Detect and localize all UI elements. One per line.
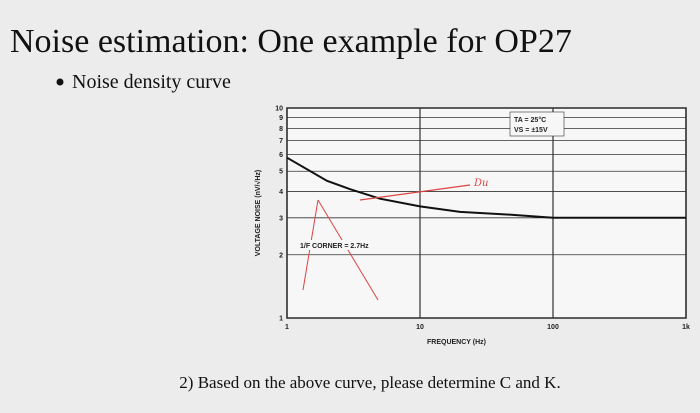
y-tick-label: 2 — [279, 252, 283, 259]
bullet-dot — [56, 78, 64, 86]
y-tick-label: 1 — [279, 316, 283, 323]
corner-label: 1/F CORNER = 2.7Hz — [300, 243, 369, 250]
y-tick-label: 5 — [279, 169, 283, 176]
hand-note: Du — [473, 178, 488, 189]
question: 2) Based on the above curve, please dete… — [179, 373, 560, 392]
y-axis-label: VOLTAGE NOISE (nV/√Hz) — [254, 170, 262, 256]
x-tick-label: 1k — [682, 324, 690, 331]
vs-label: VS = ±15V — [514, 127, 548, 134]
y-tick-label: 4 — [279, 189, 283, 196]
noise-curve — [286, 156, 686, 219]
x-tick-label: 1 — [285, 324, 289, 331]
annotation-box — [509, 111, 565, 137]
y-tick-label: 3 — [279, 215, 283, 222]
y-tick-label: 9 — [279, 115, 283, 122]
x-tick-label: 10 — [416, 324, 424, 331]
y-tick-label: 8 — [279, 126, 283, 133]
y-tick-label: 6 — [279, 152, 283, 159]
ta-label: TA = 25°C — [514, 116, 546, 124]
annotation-box — [298, 240, 368, 250]
red-mark — [359, 184, 471, 201]
x-tick-label: 100 — [547, 324, 559, 331]
x-axis-label: FREQUENCY (Hz) — [427, 339, 486, 346]
slide-title: Noise estimation: One example for OP27 — [10, 23, 572, 60]
y-tick-label: 7 — [279, 138, 283, 145]
y-tick-label: 10 — [275, 106, 283, 113]
bullet-text: Noise density curve — [72, 71, 231, 93]
